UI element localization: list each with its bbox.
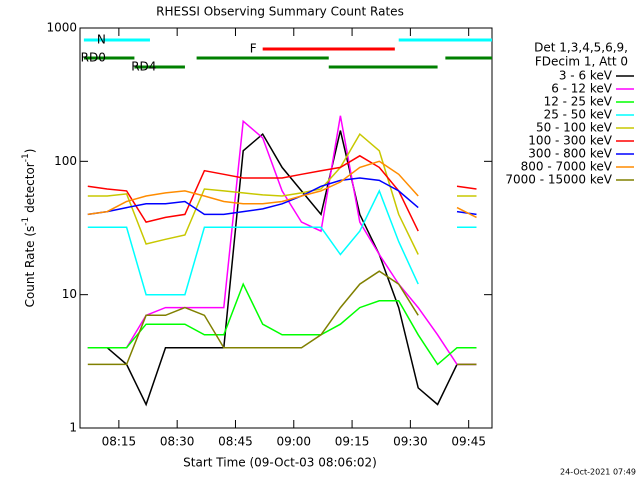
series-line xyxy=(87,115,477,366)
legend-header: FDecim 1, Att 0 xyxy=(535,55,628,69)
y-tick-label: 1 xyxy=(69,421,77,435)
x-tick-label: 09:15 xyxy=(335,435,370,449)
x-tick-label: 08:30 xyxy=(160,435,195,449)
y-tick-label: 100 xyxy=(54,154,77,168)
x-tick-label: 08:15 xyxy=(102,435,137,449)
flag-label: F xyxy=(250,42,257,56)
series-line xyxy=(87,282,477,366)
y-tick-label: 1000 xyxy=(46,21,77,35)
legend-label: 50 - 100 keV xyxy=(536,121,613,135)
legend-label: 100 - 300 keV xyxy=(528,134,612,148)
legend-label: 800 - 7000 keV xyxy=(521,160,613,174)
legend-label: 7000 - 15000 keV xyxy=(505,173,612,187)
series-line xyxy=(87,270,477,366)
y-label-part: Count Rate (s xyxy=(23,226,37,308)
legend-label: 300 - 800 keV xyxy=(528,147,612,161)
y-tick-label: 10 xyxy=(62,287,77,301)
x-tick-label: 08:45 xyxy=(218,435,253,449)
legend-header: Det 1,3,4,5,6,9, xyxy=(534,41,628,55)
chart-title: RHESSI Observing Summary Count Rates xyxy=(156,5,404,19)
series-line xyxy=(87,130,477,407)
timestamp: 24-Oct-2021 07:49 xyxy=(560,468,636,477)
plot-frame xyxy=(79,27,493,429)
series-line xyxy=(87,132,477,255)
x-axis-label: Start Time (09-Oct-03 08:06:02) xyxy=(183,456,377,470)
series-line xyxy=(87,154,477,232)
flag-label: RD0 xyxy=(81,51,106,65)
y-axis-label: Count Rate (s-1 detector-1) xyxy=(21,149,37,308)
x-tick-label: 09:00 xyxy=(276,435,311,449)
y-label-part: detector xyxy=(23,162,37,217)
y-label-part: ) xyxy=(23,149,37,154)
series-line xyxy=(87,189,477,296)
x-tick-label: 09:45 xyxy=(451,435,486,449)
y-label-sup: -1 xyxy=(21,217,31,226)
legend-label: 3 - 6 keV xyxy=(559,69,613,83)
y-label-sup: -1 xyxy=(21,153,31,162)
flag-label: N xyxy=(97,33,106,47)
legend-label: 6 - 12 keV xyxy=(551,82,613,96)
flag-label: RD4 xyxy=(131,60,156,74)
legend-label: 12 - 25 keV xyxy=(544,95,613,109)
legend-label: 25 - 50 keV xyxy=(544,108,613,122)
series-line xyxy=(87,160,477,219)
x-tick-label: 09:30 xyxy=(393,435,428,449)
